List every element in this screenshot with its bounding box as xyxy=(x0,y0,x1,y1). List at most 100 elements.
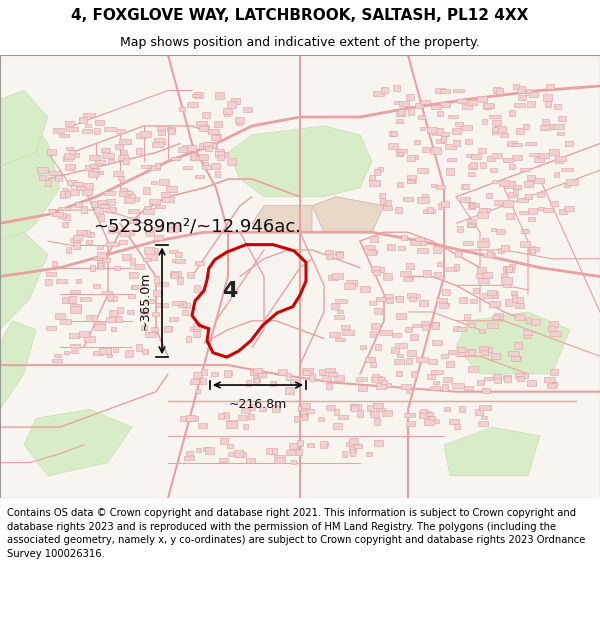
Polygon shape xyxy=(371,266,380,272)
Polygon shape xyxy=(124,198,134,203)
Polygon shape xyxy=(407,109,413,115)
Polygon shape xyxy=(378,377,385,381)
Polygon shape xyxy=(274,455,285,458)
Polygon shape xyxy=(349,446,356,452)
Polygon shape xyxy=(227,158,236,164)
Polygon shape xyxy=(503,281,511,287)
Polygon shape xyxy=(454,264,459,269)
Polygon shape xyxy=(326,253,333,259)
Polygon shape xyxy=(559,209,567,214)
Polygon shape xyxy=(433,246,441,252)
Polygon shape xyxy=(419,300,428,306)
Polygon shape xyxy=(161,192,170,196)
Polygon shape xyxy=(259,407,266,411)
Polygon shape xyxy=(70,306,81,312)
Polygon shape xyxy=(312,197,384,232)
Polygon shape xyxy=(431,370,443,374)
Polygon shape xyxy=(328,372,337,376)
Polygon shape xyxy=(380,88,388,93)
Polygon shape xyxy=(550,331,561,336)
Polygon shape xyxy=(109,310,118,316)
Polygon shape xyxy=(326,382,332,389)
Polygon shape xyxy=(83,183,93,190)
Polygon shape xyxy=(509,264,515,268)
Polygon shape xyxy=(493,152,502,158)
Polygon shape xyxy=(377,267,385,272)
Polygon shape xyxy=(376,408,385,411)
Polygon shape xyxy=(202,164,214,169)
Polygon shape xyxy=(460,197,470,202)
Polygon shape xyxy=(249,404,254,410)
Polygon shape xyxy=(158,179,169,185)
Polygon shape xyxy=(505,299,513,306)
Polygon shape xyxy=(169,250,178,254)
Polygon shape xyxy=(403,197,413,201)
Polygon shape xyxy=(129,194,134,198)
Polygon shape xyxy=(370,362,376,366)
Polygon shape xyxy=(214,121,222,127)
Polygon shape xyxy=(66,147,73,150)
Polygon shape xyxy=(144,206,151,209)
Polygon shape xyxy=(217,155,224,160)
Polygon shape xyxy=(423,209,434,213)
Polygon shape xyxy=(526,89,532,95)
Polygon shape xyxy=(400,271,412,276)
Polygon shape xyxy=(79,117,87,122)
Polygon shape xyxy=(429,416,434,420)
Polygon shape xyxy=(228,126,372,197)
Polygon shape xyxy=(286,450,295,455)
Polygon shape xyxy=(64,153,74,159)
Polygon shape xyxy=(215,92,224,99)
Polygon shape xyxy=(482,293,493,298)
Polygon shape xyxy=(544,378,556,382)
Polygon shape xyxy=(406,94,413,100)
Polygon shape xyxy=(467,349,475,352)
Polygon shape xyxy=(463,241,473,245)
Polygon shape xyxy=(71,350,79,353)
Polygon shape xyxy=(473,288,479,292)
Polygon shape xyxy=(481,416,487,419)
Polygon shape xyxy=(406,421,415,426)
Polygon shape xyxy=(172,301,182,305)
Polygon shape xyxy=(440,136,446,142)
Polygon shape xyxy=(79,331,89,336)
Polygon shape xyxy=(499,248,504,252)
Polygon shape xyxy=(290,379,300,384)
Polygon shape xyxy=(422,148,430,152)
Polygon shape xyxy=(493,374,501,378)
Polygon shape xyxy=(459,297,467,303)
Polygon shape xyxy=(475,409,483,415)
Polygon shape xyxy=(328,275,338,280)
Polygon shape xyxy=(431,322,439,326)
Polygon shape xyxy=(332,273,343,279)
Polygon shape xyxy=(360,286,370,292)
Polygon shape xyxy=(88,171,98,177)
Polygon shape xyxy=(373,403,383,408)
Polygon shape xyxy=(550,369,558,375)
Polygon shape xyxy=(69,333,79,338)
Polygon shape xyxy=(377,167,383,171)
Polygon shape xyxy=(386,297,393,303)
Polygon shape xyxy=(82,206,88,212)
Polygon shape xyxy=(440,132,449,136)
Polygon shape xyxy=(119,190,130,196)
Polygon shape xyxy=(65,121,74,126)
Polygon shape xyxy=(409,297,416,301)
Polygon shape xyxy=(91,201,98,207)
Polygon shape xyxy=(421,99,430,104)
Polygon shape xyxy=(221,152,229,157)
Polygon shape xyxy=(154,276,159,282)
Polygon shape xyxy=(175,252,182,257)
Polygon shape xyxy=(37,167,47,172)
Polygon shape xyxy=(434,272,440,277)
Polygon shape xyxy=(155,163,160,168)
Polygon shape xyxy=(336,252,343,258)
Polygon shape xyxy=(70,304,81,308)
Polygon shape xyxy=(325,368,335,372)
Polygon shape xyxy=(128,209,139,213)
Polygon shape xyxy=(384,200,391,205)
Polygon shape xyxy=(320,441,327,448)
Polygon shape xyxy=(555,157,563,162)
Polygon shape xyxy=(407,179,415,182)
Polygon shape xyxy=(441,201,449,207)
